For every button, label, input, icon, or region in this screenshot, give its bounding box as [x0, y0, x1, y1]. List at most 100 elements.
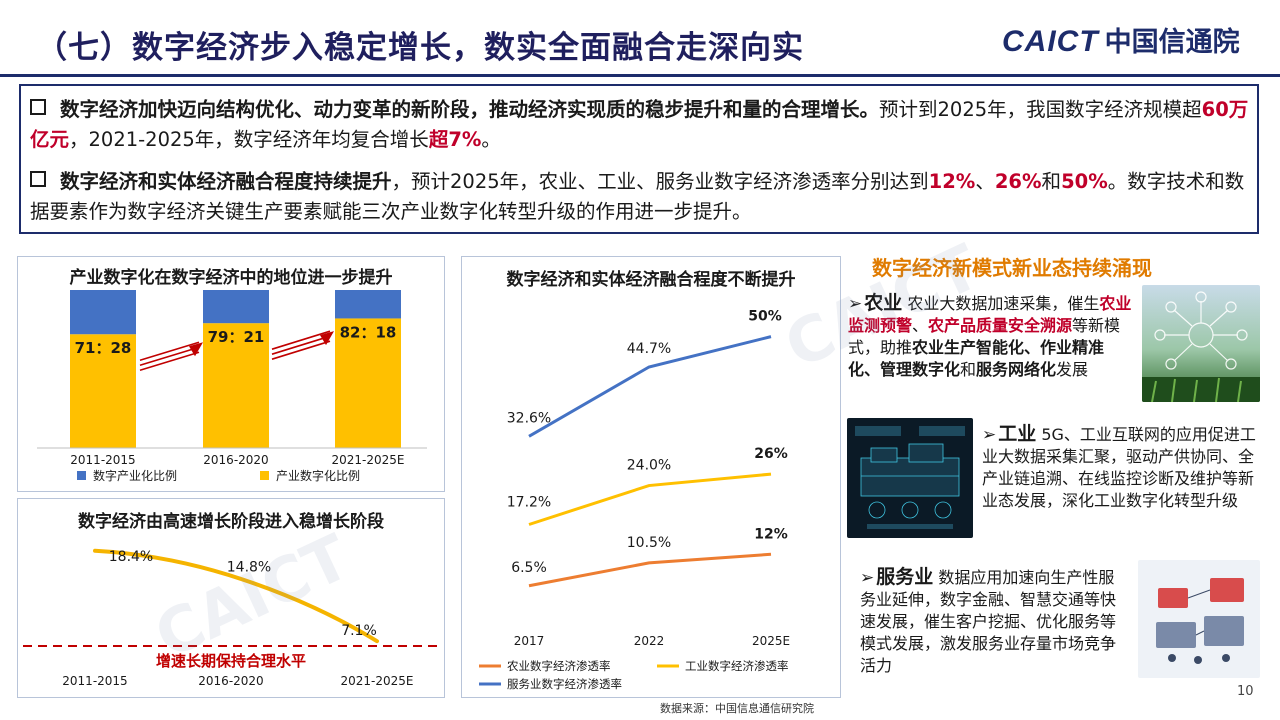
- checkbox-bullet-icon: [30, 171, 46, 187]
- growth-data-label: 7.1%: [341, 623, 377, 639]
- summary-box: [19, 84, 1259, 234]
- bar-digital-industrialization: [70, 290, 136, 335]
- industry-text: 5G、工业互联网的应用促进工业大数据采集汇聚，驱动产供协同、全产业链追溯、在线监…: [982, 425, 1256, 510]
- penetration-chart-panel: [461, 256, 841, 698]
- point-1-text-b: ，2021-2025年，数字经济年均复合增长: [69, 128, 429, 151]
- agriculture-text-4: 和: [960, 360, 977, 379]
- penetration-data-label: 26%: [754, 446, 788, 462]
- transition-arrow-head-icon: [320, 331, 334, 346]
- legend-swatch: [77, 471, 86, 480]
- agriculture-block: ➢ 农业 农业大数据加速采集，催生农业监测预警、农产品质量安全溯源等新模式，助推农…: [848, 292, 1136, 381]
- agriculture-bold-2: 服务网络化: [976, 360, 1057, 379]
- smart-factory-image: [847, 418, 973, 538]
- legend-label: 工业数字经济渗透率: [685, 659, 789, 673]
- growth-line: [93, 548, 379, 644]
- point-1-bold: 数字经济加快迈向结构优化、动力变革的新阶段，推动经济实现质的稳步提升和量的合理增…: [60, 98, 880, 121]
- arrow-bullet-icon: ➢: [860, 568, 875, 588]
- growth-data-label: 14.8%: [227, 560, 271, 576]
- bar-data-label: 82：18: [340, 323, 397, 341]
- point-2-sep-2: 和: [1041, 170, 1062, 193]
- point-2-sep-1: 、: [975, 170, 995, 193]
- page-title: （七）数字经济步入稳定增长，数实全面融合走深向实: [36, 30, 804, 66]
- x-tick-label: 2011-2015: [62, 674, 127, 688]
- penetration-line: [528, 552, 772, 588]
- x-tick-label: 2021-2025E: [341, 674, 414, 688]
- penetration-data-label: 44.7%: [627, 341, 671, 357]
- agriculture-highlight-1: 农业监测预警: [848, 294, 1132, 335]
- agriculture-bold-1: 农业生产智能化、作业精准化、管理数字化: [848, 338, 1105, 379]
- service-lead: 服务业: [876, 566, 934, 588]
- penetration-chart-title: 数字经济和实体经济融合程度不断提升: [506, 270, 796, 290]
- digital-service-illustration-icon: [1138, 560, 1260, 678]
- page-number: 10: [1237, 684, 1254, 699]
- factory-dashboard-icon: [847, 418, 973, 538]
- point-1-text-a: 预计到2025年，我国数字经济规模超: [879, 98, 1202, 121]
- penetration-line: [528, 472, 772, 526]
- header-rule: [0, 74, 1280, 77]
- arrow-bullet-icon: ➢: [982, 425, 997, 445]
- agriculture-text-1: 农业大数据加速采集，催生: [902, 294, 1100, 313]
- bar-data-label: 79：21: [208, 328, 265, 346]
- agriculture-highlight-2: 农产品质量安全溯源: [928, 316, 1073, 335]
- point-1-end: 。: [481, 128, 501, 151]
- industry-lead: 工业: [998, 423, 1037, 445]
- digital-service-image: [1138, 560, 1260, 678]
- point-2-text-a: ，预计2025年，农业、工业、服务业数字经济渗透率分别达到: [391, 170, 929, 193]
- service-block: ➢ 服务业 数据应用加速向生产性服务业延伸，数字金融、智慧交通等快速发展，催生客户…: [860, 566, 1130, 677]
- growth-data-label: 18.4%: [109, 549, 153, 565]
- caict-logo: CAICT 中国信通院: [1002, 20, 1240, 59]
- bar-digital-industrialization: [203, 290, 269, 324]
- transition-arrow-line: [139, 346, 200, 367]
- point-2-highlight-service: 50%: [1061, 170, 1108, 193]
- service-text: 数据应用加速向生产性服务业延伸，数字金融、智慧交通等快速发展，催生客户挖掘、优化…: [860, 568, 1117, 675]
- transition-arrow-line: [271, 330, 331, 350]
- x-tick-label: 2011-2015: [70, 453, 135, 467]
- penetration-data-label: 17.2%: [507, 494, 551, 510]
- bar-industrial-digitalization: [203, 323, 269, 448]
- point-2-highlight-agri: 12%: [928, 170, 976, 193]
- penetration-chart: 6.5% 10.5% 12% 17.2% 24.0% 26% 32.6% 44.7% 50% 20…: [479, 309, 790, 691]
- reference-line-label: 增速长期保持合理水平: [156, 652, 306, 670]
- agriculture-lead: 农业: [864, 292, 903, 314]
- point-1-highlight-growth: 超7%: [428, 128, 482, 151]
- transition-arrow-line: [139, 351, 200, 372]
- x-tick-label: 2022: [634, 634, 665, 648]
- bar-data-label: 71：28: [75, 339, 132, 357]
- summary-point-2: 数字经济和实体经济融合程度持续提升，预计2025年，农业、工业、服务业数字经济渗…: [30, 167, 1255, 227]
- x-tick-label: 2017: [514, 634, 545, 648]
- legend-label: 数字产业化比例: [93, 468, 177, 483]
- agriculture-text-2: 、: [912, 316, 929, 335]
- transition-arrow-line: [271, 340, 331, 360]
- bar-chart: 71：28 2011-2015 79：21 2016-2020 82：18 2021-20…: [37, 290, 427, 483]
- legend-label: 农业数字经济渗透率: [507, 659, 611, 673]
- summary-point-1: 数字经济加快迈向结构优化、动力变革的新阶段，推动经济实现质的稳步提升和量的合理增…: [30, 95, 1255, 155]
- bar-digital-industrialization: [335, 290, 401, 319]
- x-tick-label: 2021-2025E: [332, 453, 405, 467]
- transition-arrow-head-icon: [189, 342, 203, 357]
- transition-arrow-line: [139, 341, 200, 362]
- transition-arrow-line: [271, 335, 331, 355]
- agriculture-text-5: 发展: [1056, 360, 1089, 379]
- penetration-line: [528, 335, 772, 438]
- penetration-data-label: 6.5%: [511, 560, 547, 576]
- bar-industrial-digitalization: [335, 318, 401, 448]
- bar-industrial-digitalization: [70, 334, 136, 448]
- new-models-heading: 数字经济新模式新业态持续涌现: [872, 256, 1152, 280]
- legend-label: 产业数字化比例: [276, 468, 360, 483]
- x-tick-label: 2025E: [752, 634, 790, 648]
- point-2-text-b: 。数字技术和数据要素作为数字经济关键生产要素赋能三次产业数字化转型升级的作用进一…: [30, 170, 1245, 223]
- point-2-bold: 数字经济和实体经济融合程度持续提升: [60, 170, 392, 193]
- penetration-data-label: 50%: [748, 309, 782, 325]
- data-source-note: 数据来源：中国信息通信研究院: [660, 702, 814, 715]
- penetration-data-label: 12%: [754, 526, 788, 542]
- agriculture-network-icon: [1142, 285, 1260, 402]
- legend-label: 服务业数字经济渗透率: [507, 677, 622, 691]
- point-2-highlight-industry: 26%: [994, 170, 1042, 193]
- arrow-bullet-icon: ➢: [848, 294, 863, 314]
- agriculture-text-3: 等新模式，助推: [848, 316, 1121, 357]
- penetration-data-label: 24.0%: [627, 458, 671, 474]
- penetration-data-label: 32.6%: [507, 410, 551, 426]
- smart-agriculture-image: [1142, 285, 1260, 402]
- legend-swatch: [260, 471, 269, 480]
- x-tick-label: 2016-2020: [198, 674, 263, 688]
